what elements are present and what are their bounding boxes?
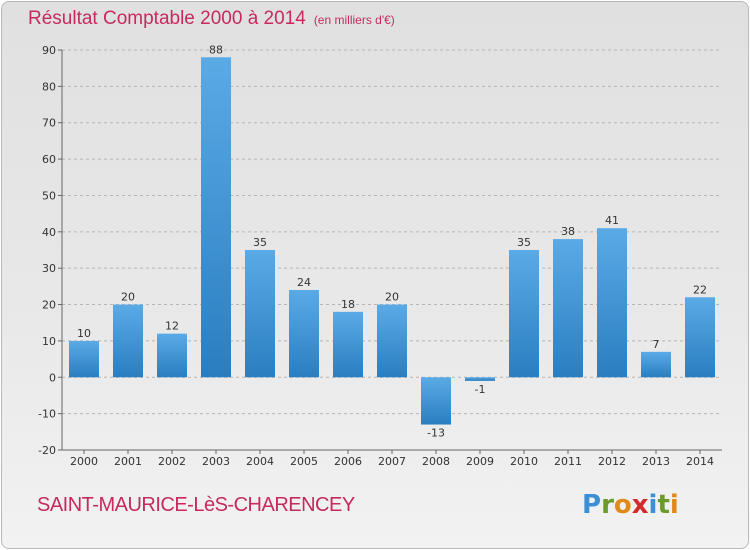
bar (157, 333, 187, 378)
logo-letter: P (582, 490, 602, 520)
y-tick-label: 60 (42, 153, 56, 166)
y-tick-label: 40 (42, 226, 56, 239)
logo-letter: i (648, 490, 658, 520)
commune-name: SAINT-MAURICE-LèS-CHARENCEY (37, 494, 355, 516)
x-tick-label: 2004 (246, 455, 274, 468)
bar-value-label: 20 (385, 291, 399, 304)
y-tick-label: 80 (42, 80, 56, 93)
y-tick-label: 90 (42, 44, 56, 57)
bar-value-label: 35 (517, 236, 531, 249)
logo-letter: x (631, 490, 649, 520)
bar-value-label: 24 (297, 276, 311, 289)
x-tick-label: 2013 (642, 455, 670, 468)
bar (289, 290, 319, 378)
bar-value-label: 12 (165, 320, 179, 333)
logo-letter: o (613, 490, 632, 520)
bar-value-label: 35 (253, 236, 267, 249)
bar (641, 351, 671, 378)
y-tick-label: 0 (49, 371, 56, 384)
bar-value-label: -1 (475, 383, 486, 396)
y-tick-label: 20 (42, 299, 56, 312)
x-tick-label: 2011 (554, 455, 582, 468)
x-tick-label: 2003 (202, 455, 230, 468)
bar (465, 377, 495, 381)
logo-letter: r (601, 490, 614, 520)
x-tick-label: 2001 (114, 455, 142, 468)
bar (685, 297, 715, 378)
bar (553, 239, 583, 378)
bar (597, 228, 627, 378)
bar-value-label: 41 (605, 214, 619, 227)
x-tick-label: 2002 (158, 455, 186, 468)
x-tick-label: 2006 (334, 455, 362, 468)
bar (113, 304, 143, 378)
bar-value-label: 18 (341, 298, 355, 311)
bar-value-label: 22 (693, 283, 707, 296)
bar (421, 377, 451, 425)
bar-value-label: 38 (561, 225, 575, 238)
bar (377, 304, 407, 378)
y-tick-label: -20 (38, 444, 56, 457)
logo-letter: t (657, 490, 670, 520)
chart-title-text: Résultat Comptable 2000 à 2014 (28, 8, 306, 29)
x-tick-label: 2008 (422, 455, 450, 468)
chart-title: Résultat Comptable 2000 à 2014 (en millie… (28, 8, 395, 30)
bar (509, 250, 539, 378)
y-tick-label: 10 (42, 335, 56, 348)
bar (245, 250, 275, 378)
bar-value-label: 88 (209, 43, 223, 56)
bar-value-label: 20 (121, 291, 135, 304)
chart-title-unit: (en milliers d'€) (313, 13, 395, 27)
x-tick-label: 2009 (466, 455, 494, 468)
x-tick-label: 2012 (598, 455, 626, 468)
bar-value-label: 7 (653, 338, 660, 351)
x-tick-label: 2005 (290, 455, 318, 468)
y-tick-label: 50 (42, 189, 56, 202)
bar (333, 311, 363, 378)
bar-value-label: -13 (427, 427, 445, 440)
x-tick-label: 2014 (686, 455, 714, 468)
bar (69, 340, 99, 378)
proxiti-logo: Proxiti (582, 490, 679, 520)
x-tick-label: 2007 (378, 455, 406, 468)
bar-value-label: 10 (77, 327, 91, 340)
y-tick-label: 30 (42, 262, 56, 275)
x-tick-label: 2010 (510, 455, 538, 468)
y-tick-label: 70 (42, 117, 56, 130)
y-tick-label: -10 (38, 408, 56, 421)
x-tick-label: 2000 (70, 455, 98, 468)
bar (201, 57, 231, 378)
logo-letter: i (669, 490, 679, 520)
